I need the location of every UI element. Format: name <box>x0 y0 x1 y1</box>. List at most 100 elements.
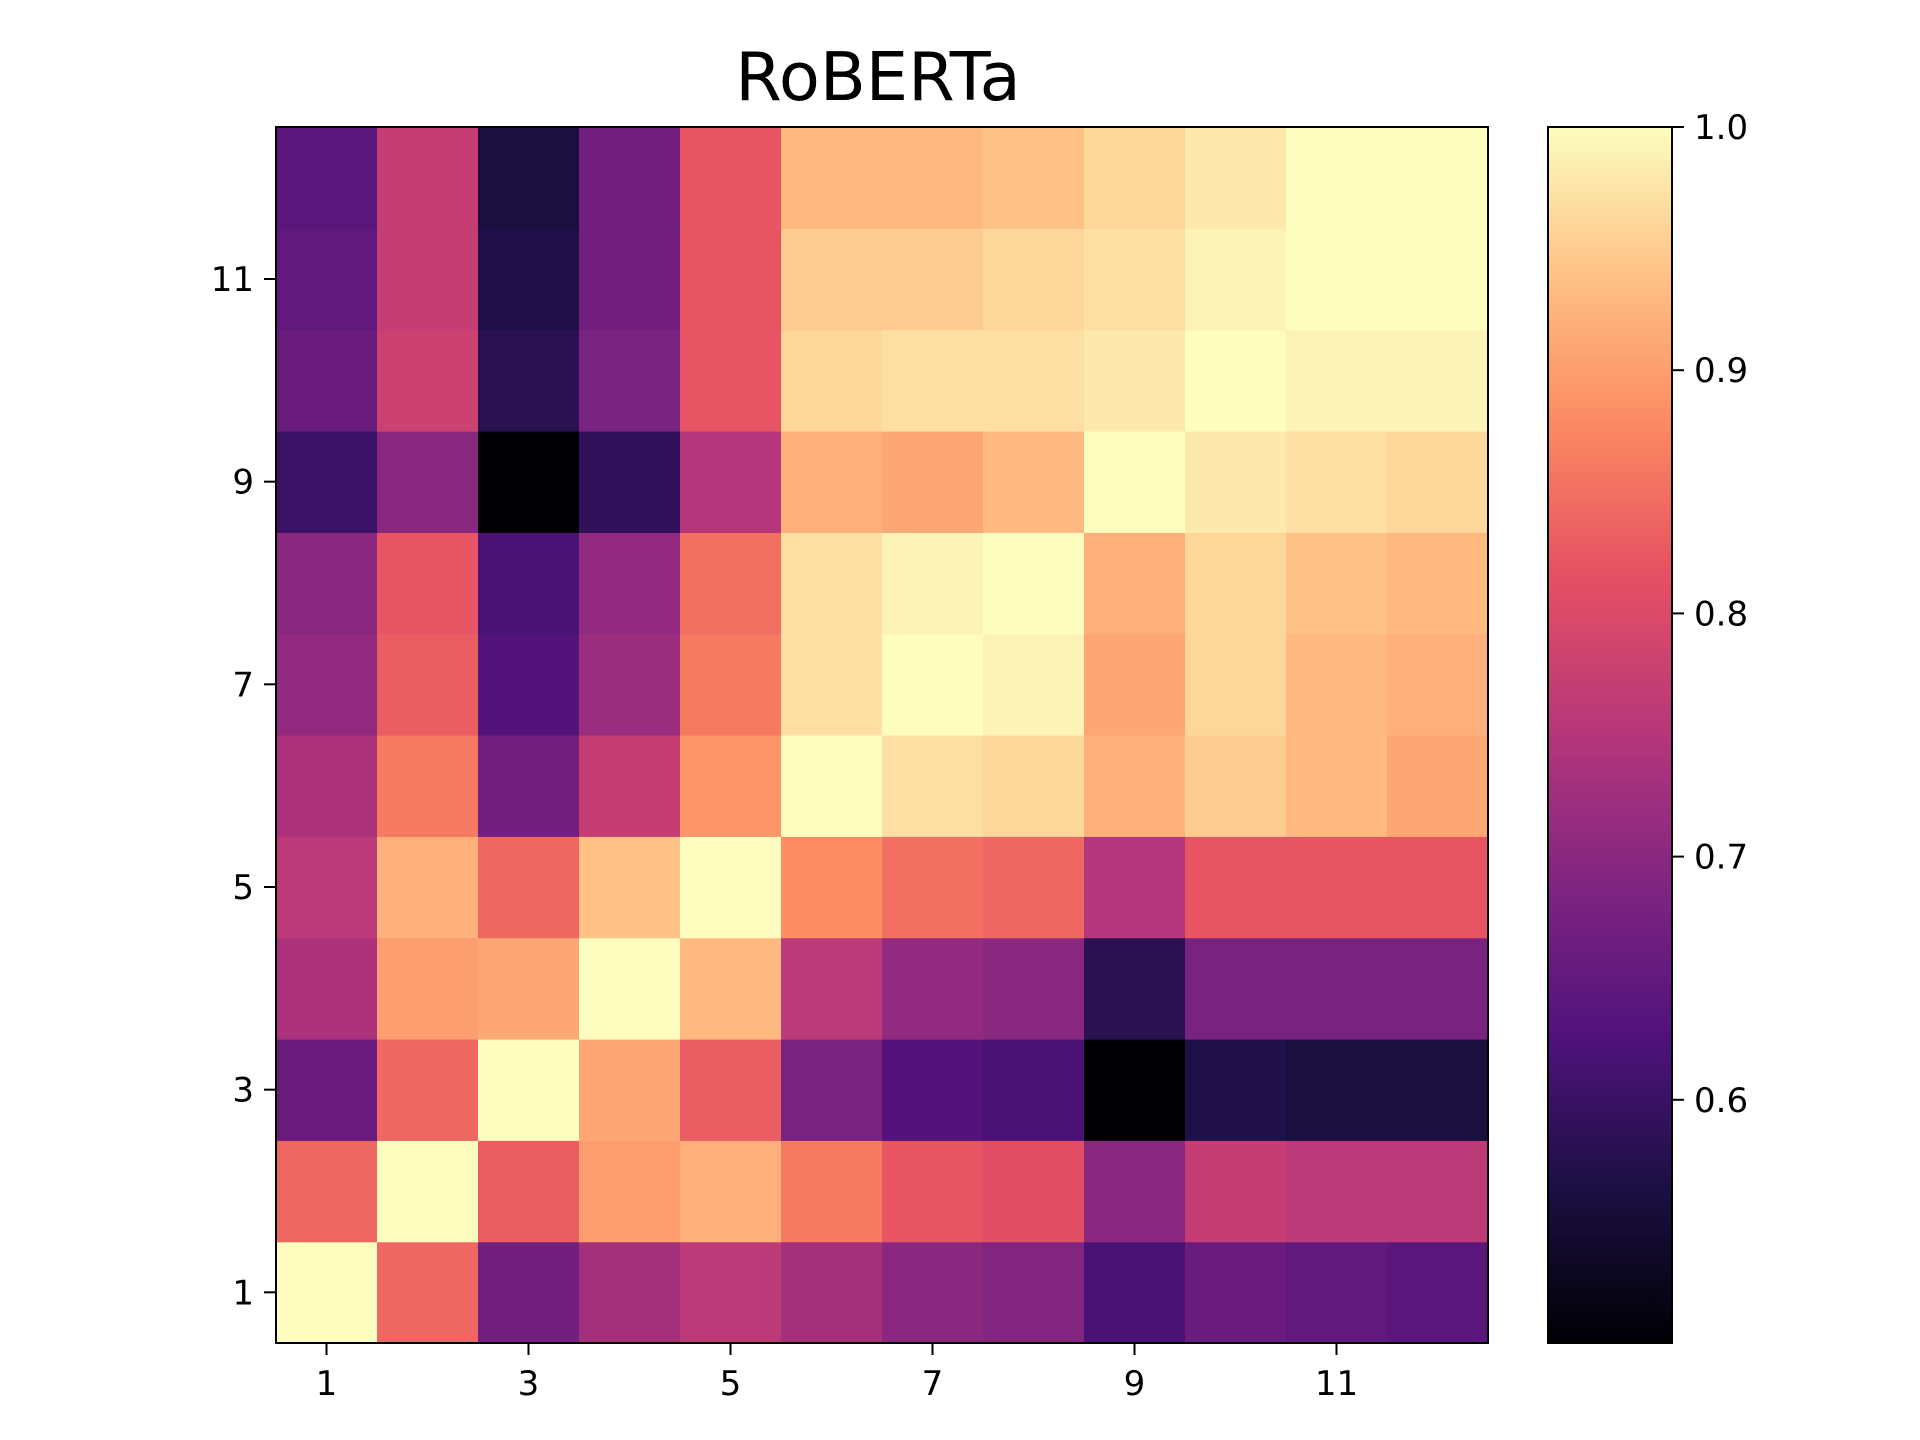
heatmap-cell <box>1286 329 1388 432</box>
heatmap-cell <box>983 836 1085 939</box>
heatmap-cell <box>680 329 782 432</box>
heatmap-cell <box>781 1039 883 1141</box>
heatmap-cell <box>983 633 1085 736</box>
heatmap-cell <box>1084 836 1186 939</box>
heatmap-cell <box>276 431 378 533</box>
heatmap-cell <box>579 735 681 837</box>
y-tick-label: 9 <box>232 463 254 503</box>
heatmap-cell <box>1286 735 1388 837</box>
heatmap-cell <box>579 127 681 229</box>
heatmap-cell <box>882 836 984 939</box>
heatmap-cell <box>1387 836 1489 939</box>
heatmap-cell <box>680 431 782 533</box>
heatmap-cell <box>579 532 681 635</box>
heatmap-cell <box>781 1241 883 1344</box>
heatmap-cell <box>781 937 883 1040</box>
heatmap-cell <box>377 431 479 533</box>
heatmap-cell <box>781 431 883 533</box>
heatmap-cell <box>478 1241 580 1344</box>
heatmap-cell <box>1286 937 1388 1040</box>
heatmap-cell <box>882 431 984 533</box>
heatmap-cell <box>680 836 782 939</box>
heatmap-cell <box>1387 937 1489 1040</box>
heatmap-cell <box>1185 937 1287 1040</box>
heatmap-cell <box>1286 1241 1388 1344</box>
x-tick-label: 7 <box>922 1364 944 1404</box>
heatmap-cell <box>579 633 681 736</box>
heatmap-cell <box>1185 127 1287 229</box>
heatmap-cell <box>1084 431 1186 533</box>
heatmap-cell <box>1185 735 1287 837</box>
x-tick-label: 9 <box>1124 1364 1146 1404</box>
heatmap-cell <box>1286 633 1388 736</box>
heatmap-cell <box>1084 1241 1186 1344</box>
heatmap-cell <box>983 329 1085 432</box>
heatmap-cell <box>579 1140 681 1243</box>
heatmap-cell <box>1286 532 1388 635</box>
heatmap-cell <box>579 937 681 1040</box>
heatmap-cell <box>1185 1039 1287 1141</box>
heatmap-cell <box>478 735 580 837</box>
heatmap-cell <box>680 1039 782 1141</box>
y-tick-label: 3 <box>232 1071 254 1111</box>
heatmap-cell <box>1286 836 1388 939</box>
heatmap-cell <box>276 329 378 432</box>
heatmap-cell <box>276 1241 378 1344</box>
heatmap-cell <box>579 1241 681 1344</box>
colorbar-tick-label: 1.0 <box>1694 108 1748 148</box>
heatmap-cell <box>781 836 883 939</box>
heatmap-cell <box>781 633 883 736</box>
colorbar-tick-label: 0.8 <box>1694 594 1748 634</box>
heatmap-cell <box>983 1140 1085 1243</box>
heatmap-cell <box>276 937 378 1040</box>
x-tick-label: 5 <box>720 1364 742 1404</box>
heatmap-cell <box>276 735 378 837</box>
heatmap-cell <box>882 532 984 635</box>
colorbar-ticks: 0.6 0.7 0.8 0.9 1.0 <box>1672 108 1748 1121</box>
heatmap-cell <box>983 532 1085 635</box>
heatmap-cell <box>377 1241 479 1344</box>
heatmap-cell <box>1286 431 1388 533</box>
heatmap-cell <box>680 937 782 1040</box>
heatmap-cell <box>478 431 580 533</box>
heatmap-cell <box>781 532 883 635</box>
heatmap-cell <box>680 532 782 635</box>
heatmap-cell <box>882 127 984 229</box>
heatmap-cell <box>1185 228 1287 331</box>
heatmap-cell <box>1084 1140 1186 1243</box>
heatmap-cell <box>1286 1140 1388 1243</box>
heatmap-cell <box>680 1241 782 1344</box>
heatmap-cell <box>680 1140 782 1243</box>
heatmap-cell <box>882 1241 984 1344</box>
heatmap-cell <box>478 937 580 1040</box>
heatmap-cell <box>579 329 681 432</box>
heatmap-cell <box>276 1140 378 1243</box>
y-tick-label: 11 <box>211 260 254 300</box>
heatmap-cell <box>579 431 681 533</box>
heatmap-cell <box>1084 735 1186 837</box>
chart-title: RoBERTa <box>735 38 1020 116</box>
heatmap-cell <box>276 836 378 939</box>
heatmap-cell <box>1185 1241 1287 1344</box>
heatmap-cell <box>882 1140 984 1243</box>
heatmap-cell <box>680 228 782 331</box>
heatmap-cell <box>377 329 479 432</box>
heatmap-cell <box>276 228 378 331</box>
heatmap-cell <box>680 735 782 837</box>
heatmap-cell <box>882 329 984 432</box>
heatmap-cell <box>983 228 1085 331</box>
heatmap-cell <box>478 1039 580 1141</box>
heatmap-cell <box>781 228 883 331</box>
x-tick-label: 1 <box>316 1364 338 1404</box>
heatmap-cell <box>882 633 984 736</box>
heatmap-cell <box>781 127 883 229</box>
heatmap-cell <box>1387 228 1489 331</box>
heatmap-cell <box>983 1241 1085 1344</box>
heatmap-cell <box>579 1039 681 1141</box>
heatmap-cell <box>680 127 782 229</box>
y-tick-label: 7 <box>232 665 254 705</box>
heatmap-cell <box>1387 735 1489 837</box>
y-tick-label: 1 <box>232 1273 254 1313</box>
heatmap-cell <box>1185 1140 1287 1243</box>
x-axis-ticks: 1 3 5 7 9 11 <box>316 1343 1358 1404</box>
